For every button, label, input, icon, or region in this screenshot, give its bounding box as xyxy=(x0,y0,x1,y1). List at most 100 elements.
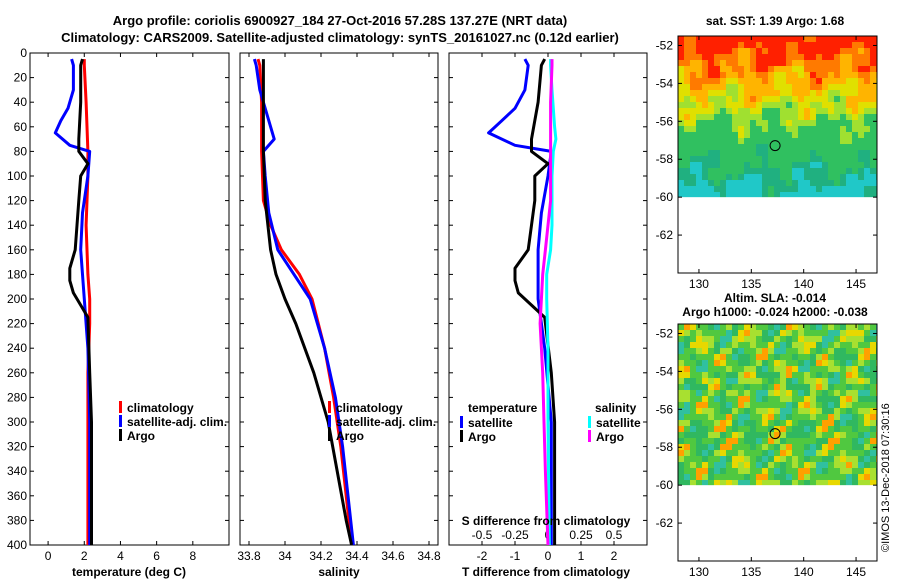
heatmap-cell xyxy=(798,324,804,330)
heatmap-cell xyxy=(768,450,774,456)
heatmap-cell xyxy=(696,480,702,486)
heatmap-cell xyxy=(834,132,840,138)
heatmap-cell xyxy=(786,156,792,162)
x-tick-label: -1 xyxy=(510,549,521,563)
salinity-legend: climatology satellite-adj. clim. Argo xyxy=(328,401,436,443)
heatmap-cell xyxy=(762,468,768,474)
heatmap-cell xyxy=(840,132,846,138)
heatmap-cell xyxy=(816,174,822,180)
heatmap-cell xyxy=(702,114,708,120)
heatmap-cell xyxy=(780,84,786,90)
heatmap-cell xyxy=(768,456,774,462)
heatmap-cell xyxy=(852,54,858,60)
heatmap-cell xyxy=(684,120,690,126)
heatmap-cell xyxy=(738,156,744,162)
heatmap-cell xyxy=(690,402,696,408)
heatmap-cell xyxy=(726,414,732,420)
heatmap-cell xyxy=(738,108,744,114)
heatmap-cell xyxy=(720,402,726,408)
heatmap-cell xyxy=(864,390,870,396)
heatmap-cell xyxy=(858,102,864,108)
heatmap-cell xyxy=(684,480,690,486)
heatmap-cell xyxy=(852,414,858,420)
heatmap-cell xyxy=(864,150,870,156)
heatmap-cell xyxy=(732,66,738,72)
heatmap-cell xyxy=(696,186,702,192)
heatmap-cell xyxy=(702,36,708,42)
heatmap-cell xyxy=(834,384,840,390)
heatmap-cell xyxy=(864,420,870,426)
heatmap-cell xyxy=(678,180,684,186)
heatmap-cell xyxy=(780,354,786,360)
heatmap-cell xyxy=(858,468,864,474)
heatmap-cell xyxy=(708,438,714,444)
heatmap-cell xyxy=(678,474,684,480)
heatmap-cell xyxy=(684,72,690,78)
heatmap-cell xyxy=(690,36,696,42)
heatmap-cell xyxy=(792,414,798,420)
heatmap-cell xyxy=(708,462,714,468)
heatmap-cell xyxy=(786,120,792,126)
depth-tick-label: 40 xyxy=(14,95,28,109)
profile-line-satellite-adj-clim- xyxy=(53,58,92,545)
heatmap-cell xyxy=(684,432,690,438)
heatmap-cell xyxy=(798,84,804,90)
heatmap-cell xyxy=(870,426,876,432)
heatmap-cell xyxy=(762,162,768,168)
heatmap-cell xyxy=(816,60,822,66)
heatmap-cell xyxy=(708,72,714,78)
heatmap-cell xyxy=(756,84,762,90)
heatmap-cell xyxy=(720,78,726,84)
heatmap-cell xyxy=(690,96,696,102)
heatmap-cell xyxy=(822,378,828,384)
heatmap-cell xyxy=(822,78,828,84)
heatmap-cell xyxy=(732,120,738,126)
heatmap-cell xyxy=(762,150,768,156)
heatmap-cell xyxy=(804,90,810,96)
heatmap-cell xyxy=(738,432,744,438)
heatmap-cell xyxy=(792,114,798,120)
x-tick-label: 6 xyxy=(153,549,160,563)
heatmap-cell xyxy=(762,330,768,336)
heatmap-cell xyxy=(816,450,822,456)
heatmap-cell xyxy=(786,192,792,198)
heatmap-cell xyxy=(864,60,870,66)
heatmap-cell xyxy=(834,324,840,330)
heatmap-cell xyxy=(864,144,870,150)
heatmap-cell xyxy=(726,474,732,480)
heatmap-cell xyxy=(750,66,756,72)
heatmap-cell xyxy=(744,408,750,414)
heatmap-cell xyxy=(864,366,870,372)
heatmap-cell xyxy=(846,462,852,468)
heatmap-cell xyxy=(762,48,768,54)
heatmap-cell xyxy=(852,462,858,468)
heatmap-cell xyxy=(714,36,720,42)
heatmap-cell xyxy=(870,414,876,420)
heatmap-cell xyxy=(828,384,834,390)
heatmap-cell xyxy=(864,438,870,444)
heatmap-cell xyxy=(690,78,696,84)
heatmap-cell xyxy=(738,42,744,48)
heatmap-cell xyxy=(840,468,846,474)
heatmap-cell xyxy=(738,60,744,66)
heatmap-cell xyxy=(774,456,780,462)
x-tick-label: 0 xyxy=(45,549,52,563)
heatmap-cell xyxy=(798,96,804,102)
depth-tick-label: 300 xyxy=(7,415,27,429)
depth-tick-label: 180 xyxy=(7,267,27,281)
heatmap-cell xyxy=(810,42,816,48)
heatmap-cell xyxy=(780,186,786,192)
heatmap-cell xyxy=(822,450,828,456)
heatmap-cell xyxy=(702,120,708,126)
heatmap-cell xyxy=(768,462,774,468)
heatmap-cell xyxy=(702,402,708,408)
heatmap-cell xyxy=(870,126,876,132)
heatmap-cell xyxy=(774,132,780,138)
heatmap-cell xyxy=(726,348,732,354)
heatmap-cell xyxy=(684,336,690,342)
heatmap-cell xyxy=(756,96,762,102)
heatmap-cell xyxy=(852,48,858,54)
heatmap-cell xyxy=(852,120,858,126)
heatmap-cell xyxy=(690,450,696,456)
heatmap-cell xyxy=(678,102,684,108)
